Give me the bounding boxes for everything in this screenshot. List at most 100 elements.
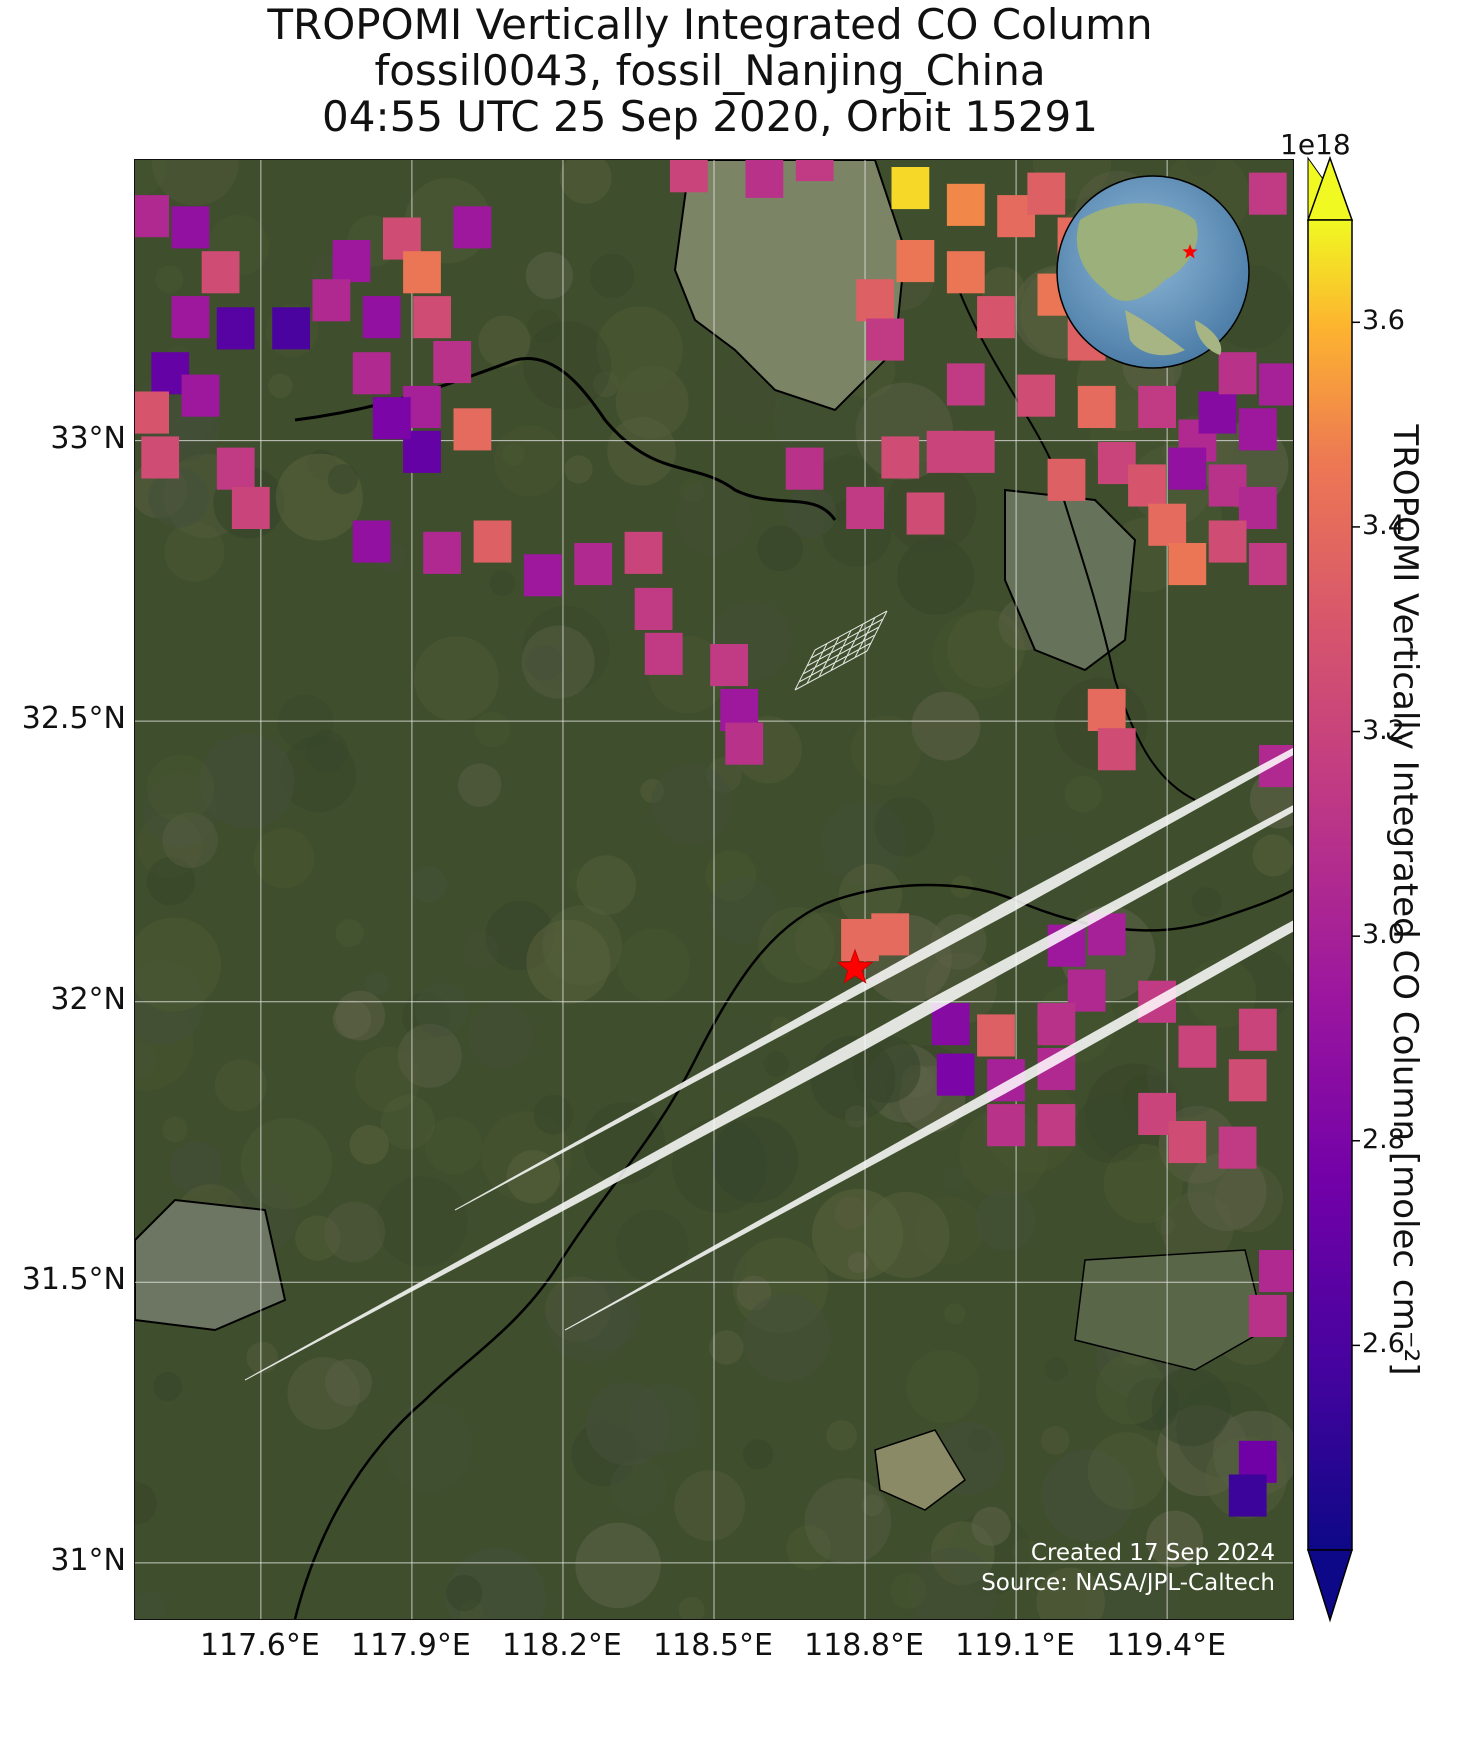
co-pixel	[423, 531, 461, 574]
colorbar-tick-label: 3.0	[1362, 919, 1405, 951]
target-site-star-icon[interactable]	[836, 948, 874, 984]
colorbar-tick-label: 3.6	[1362, 305, 1405, 337]
co-pixel	[181, 374, 220, 417]
lat-tick-label: 31°N	[50, 1542, 126, 1578]
lon-tick-label: 119.1°E	[955, 1628, 1075, 1663]
co-pixel	[372, 397, 411, 440]
co-pixel	[1168, 543, 1207, 586]
lat-tick-label: 32.5°N	[21, 701, 126, 737]
lon-tick-label: 118.2°E	[502, 1628, 622, 1663]
globe-continent-islands	[1195, 320, 1222, 355]
co-pixel	[896, 240, 935, 283]
co-pixel	[841, 919, 879, 962]
co-pixel	[1238, 1008, 1277, 1051]
globe-continent-seasia	[1125, 310, 1185, 356]
co-pixel	[1168, 447, 1207, 490]
co-pixel	[1198, 391, 1237, 434]
co-pixel	[413, 296, 451, 339]
map-canvas[interactable]: Created 17 Sep 2024 Source: NASA/JPL-Cal…	[135, 160, 1293, 1619]
footprint-swath	[794, 610, 888, 691]
grand-canal	[954, 279, 1196, 801]
lon-tick-label: 117.9°E	[350, 1628, 471, 1663]
co-pixel	[574, 543, 613, 586]
co-pixel	[1228, 1474, 1267, 1517]
co-pixel	[1037, 1003, 1076, 1046]
co-pixel	[1138, 385, 1176, 428]
co-pixel	[1077, 385, 1116, 428]
lon-tick-label: 117.6°E	[199, 1628, 320, 1663]
title-line-1: TROPOMI Vertically Integrated CO Column	[267, 0, 1153, 49]
water-bodies	[135, 160, 1293, 1619]
co-pixel	[946, 363, 985, 406]
colorbar	[1306, 155, 1360, 1623]
co-pixel	[1027, 172, 1066, 215]
co-pixel	[1259, 1250, 1293, 1293]
co-pixel	[856, 279, 894, 322]
colorbar-exponent: 1e18	[1280, 128, 1351, 161]
co-pixel	[1248, 543, 1287, 586]
yangtze-river	[293, 883, 1293, 1619]
co-pixel	[312, 279, 351, 322]
co-pixel	[272, 307, 310, 350]
lon-tick-label: 119.4°E	[1106, 1628, 1227, 1663]
co-pixel	[785, 447, 824, 490]
lake-chaohu	[135, 1198, 287, 1332]
co-pixel	[881, 436, 920, 479]
co-pixel	[453, 408, 492, 451]
globe-continent-asia	[1076, 203, 1198, 301]
co-pixel	[523, 554, 562, 597]
colorbar-tick-marks	[1352, 321, 1360, 1347]
co-pixel	[473, 520, 512, 563]
co-pixel	[216, 307, 255, 350]
co-pixel	[1218, 352, 1257, 395]
co-pixel	[936, 1053, 975, 1096]
co-pixel	[216, 447, 255, 490]
co-pixel	[1248, 1294, 1287, 1337]
co-pixel	[1238, 408, 1277, 451]
co-pixel	[946, 251, 985, 294]
lake-hongze	[673, 160, 907, 412]
footprint-swath	[454, 747, 1293, 1211]
credit-created: Created 17 Sep 2024	[1031, 1540, 1275, 1566]
co-pixel	[453, 206, 492, 249]
co-pixel	[1128, 464, 1166, 507]
lon-tick-label: 118.5°E	[653, 1628, 773, 1663]
colorbar-tick-label: 2.8	[1362, 1123, 1405, 1155]
co-pixel	[906, 492, 945, 535]
co-pixel	[231, 486, 270, 529]
co-pixel	[931, 1003, 970, 1046]
co-pixel	[1017, 374, 1056, 417]
lon-tick-label: 118.8°E	[804, 1628, 924, 1663]
title-line-3: 04:55 UTC 25 Sep 2020, Orbit 15291	[322, 92, 1098, 141]
co-pixel	[362, 296, 401, 339]
co-pixel	[1208, 520, 1247, 563]
co-pixel	[1248, 172, 1287, 215]
co-pixel	[1178, 1025, 1217, 1068]
title-line-2: fossil0043, fossil_Nanjing_China	[374, 46, 1046, 95]
co-pixel	[977, 1014, 1015, 1057]
co-pixel	[1259, 363, 1293, 406]
co-pixel	[171, 296, 210, 339]
co-pixel	[135, 391, 169, 434]
co-pixel	[135, 195, 169, 238]
co-pixel	[710, 644, 748, 687]
co-pixel	[1168, 1121, 1207, 1164]
co-pixel	[1097, 728, 1136, 771]
colorbar-tick-label: 3.2	[1362, 714, 1405, 746]
co-pixel	[171, 206, 210, 249]
co-pixel	[946, 183, 985, 226]
map-panel[interactable]: Created 17 Sep 2024 Source: NASA/JPL-Cal…	[134, 159, 1294, 1620]
co-pixel	[1218, 1126, 1257, 1169]
lake-gucheng	[874, 1429, 966, 1511]
lat-tick-label: 33°N	[50, 420, 126, 456]
map-title: TROPOMI Vertically Integrated CO Column …	[0, 2, 1420, 140]
co-pixel	[352, 352, 391, 395]
colorbar-tick-label: 3.4	[1362, 509, 1405, 541]
co-pixel	[201, 251, 240, 294]
footprint-swath	[244, 805, 1293, 1381]
co-pixel	[332, 240, 371, 283]
co-pixel	[987, 1104, 1025, 1147]
co-pixel	[795, 160, 834, 182]
co-pixel	[634, 587, 673, 630]
co-pixel	[141, 436, 180, 479]
